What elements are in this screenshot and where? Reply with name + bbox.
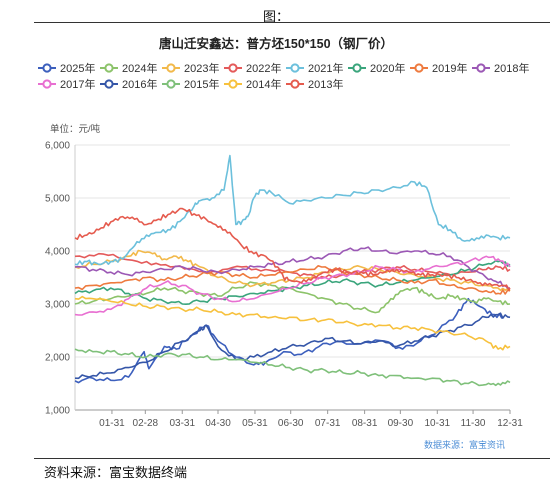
legend-swatch-marker	[414, 63, 424, 73]
series-line	[74, 281, 511, 314]
legend-item[interactable]: 2016年	[100, 77, 157, 91]
y-tick-label: 1,000	[45, 406, 70, 417]
series-line	[74, 312, 511, 380]
x-tick-label: 08-31	[352, 418, 378, 429]
x-tick-label: 05-31	[242, 418, 268, 429]
legend-item[interactable]: 2018年	[472, 61, 529, 75]
figure-caption: 图：	[262, 9, 289, 24]
legend-label: 2022年	[246, 61, 281, 75]
legend-item[interactable]: 2020年	[348, 61, 405, 75]
source-note: 资料来源：富宝数据终端	[44, 465, 188, 480]
legend-swatch-marker	[228, 63, 238, 73]
x-tick-label: 03-31	[169, 418, 195, 429]
y-tick-label: 2,000	[45, 353, 70, 364]
top-rule	[34, 22, 550, 23]
x-tick-label: 12-31	[497, 418, 523, 429]
x-tick-label: 01-31	[99, 418, 125, 429]
series-lines	[74, 154, 511, 387]
legend-swatch-marker	[166, 63, 176, 73]
legend-item[interactable]: 2019年	[410, 61, 467, 75]
legend-swatch-marker	[104, 63, 114, 73]
series-line	[74, 246, 510, 289]
chart-watermark: 数据来源：富宝资讯	[424, 439, 505, 450]
legend-item[interactable]: 2024年	[100, 61, 157, 75]
legend-swatch-marker	[104, 79, 114, 89]
y-tick-label: 5,000	[45, 194, 70, 205]
legend-label: 2017年	[60, 77, 95, 91]
x-tick-label: 11-30	[461, 418, 486, 429]
price-line-chart: 唐山迁安鑫达：普方坯150*150（钢厂价） 2025年 2024年 2023年 20…	[38, 36, 529, 450]
series-line	[74, 255, 511, 316]
series-line	[74, 297, 505, 384]
legend-label: 2018年	[494, 61, 529, 75]
series-line	[74, 295, 511, 351]
legend-item[interactable]: 2017年	[38, 77, 95, 91]
legend-swatch-marker	[228, 79, 238, 89]
legend-item[interactable]: 2023年	[162, 61, 219, 75]
legend-swatch-marker	[42, 79, 52, 89]
chart-legend: 2025年 2024年 2023年 2022年 2021年 2020年 2019年 2018年…	[38, 61, 529, 91]
x-tick-label: 02-28	[133, 418, 159, 429]
x-tick-label: 10-31	[425, 418, 451, 429]
legend-item[interactable]: 2015年	[162, 77, 219, 91]
legend-label: 2015年	[184, 77, 219, 91]
x-tick-label: 09-30	[388, 418, 414, 429]
series-line	[74, 207, 511, 291]
legend-label: 2025年	[60, 61, 95, 75]
x-tick-label: 06-30	[278, 418, 304, 429]
legend-item[interactable]: 2014年	[224, 77, 281, 91]
y-unit-label: 单位：元/吨	[50, 123, 101, 135]
legend-label: 2019年	[432, 61, 467, 75]
legend-label: 2013年	[308, 77, 343, 91]
series-line	[74, 154, 511, 266]
legend-label: 2021年	[308, 61, 343, 75]
legend-swatch-marker	[290, 63, 300, 73]
legend-label: 2020年	[370, 61, 405, 75]
axes: 1,000 2,000 3,000 4,000 5,000 6,000 01-31 02-28…	[45, 141, 523, 430]
y-tick-label: 3,000	[45, 300, 70, 311]
bottom-rule	[34, 458, 550, 459]
series-line	[74, 265, 511, 295]
legend-swatch-marker	[476, 63, 486, 73]
legend-swatch-marker	[290, 79, 300, 89]
legend-label: 2024年	[122, 61, 157, 75]
x-tick-label: 04-30	[205, 418, 231, 429]
x-tick-label: 07-31	[315, 418, 341, 429]
legend-swatch-marker	[166, 79, 176, 89]
legend-item[interactable]: 2022年	[224, 61, 281, 75]
legend-label: 2016年	[122, 77, 157, 91]
y-tick-label: 4,000	[45, 247, 70, 258]
legend-item[interactable]: 2013年	[286, 77, 343, 91]
legend-swatch-marker	[42, 63, 52, 73]
legend-label: 2014年	[246, 77, 281, 91]
chart-title: 唐山迁安鑫达：普方坯150*150（钢厂价）	[159, 36, 393, 51]
series-line	[74, 249, 511, 292]
legend-item[interactable]: 2021年	[286, 61, 343, 75]
legend-label: 2023年	[184, 61, 219, 75]
y-tick-label: 6,000	[45, 141, 70, 152]
legend-swatch-marker	[352, 63, 362, 73]
series-line	[74, 348, 511, 387]
legend-item[interactable]: 2025年	[38, 61, 95, 75]
